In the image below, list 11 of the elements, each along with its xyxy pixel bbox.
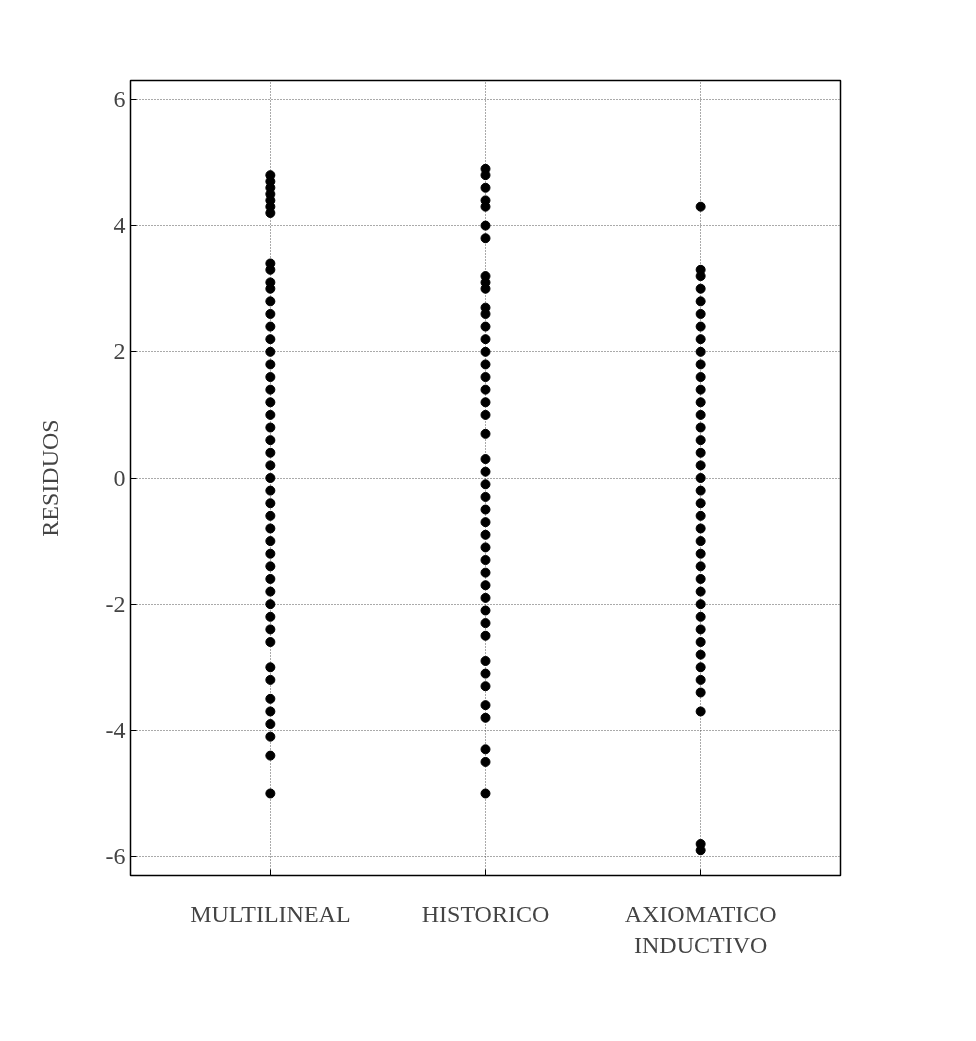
y-tick-label: -4 xyxy=(105,716,126,743)
x-tick-label: AXIOMATICO INDUCTIVO xyxy=(624,900,777,958)
y-axis-title: RESIDUOS xyxy=(36,419,63,537)
y-tick-label: 6 xyxy=(113,85,126,112)
y-tick-label: 0 xyxy=(113,464,126,491)
y-tick-label: 2 xyxy=(113,338,126,365)
x-tick-label: HISTORICO xyxy=(421,900,550,927)
y-tick-label: 4 xyxy=(113,212,126,239)
y-tick-label: -2 xyxy=(105,590,126,617)
y-tick-label: -6 xyxy=(105,843,126,870)
x-tick-label: MULTILINEAL xyxy=(190,900,351,927)
